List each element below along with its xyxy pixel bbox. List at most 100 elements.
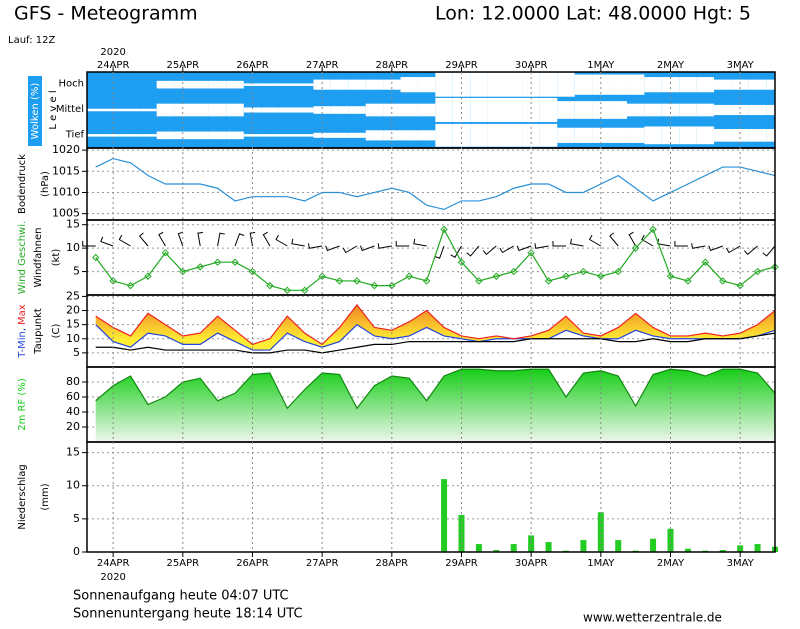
sunrise: Sonnenaufgang heute 04:07 UTC <box>73 589 289 604</box>
panel-frame <box>86 294 776 368</box>
wind-marker <box>440 225 448 234</box>
series-line <box>95 227 776 291</box>
wind-barb <box>325 245 340 252</box>
x-tick-label: 28APR <box>376 558 409 569</box>
cloud-cell <box>470 97 488 123</box>
cloud-cell <box>383 130 401 141</box>
wind-marker <box>719 277 727 285</box>
cloud-cell <box>296 83 314 86</box>
wind-marker <box>753 267 762 276</box>
x-tick-label: 24APR <box>97 558 130 569</box>
temp-range-fill <box>95 304 775 351</box>
y-tick-label: 1010 <box>52 185 80 198</box>
cloud-cell <box>174 131 192 140</box>
cloud-cell <box>208 131 227 140</box>
wind-marker <box>510 267 518 276</box>
cloud-cell <box>609 127 627 143</box>
cloud-cell <box>156 80 175 89</box>
cloud-cell <box>226 131 244 140</box>
wind-marker <box>631 244 640 252</box>
y-tick-label: 15 <box>66 446 80 459</box>
cloud-cell <box>452 97 471 123</box>
panel-label: Wolken (%) <box>30 83 41 140</box>
cloud-cell <box>348 79 366 90</box>
cloud-cell <box>452 123 471 147</box>
wind-barb <box>762 245 776 257</box>
cloud-cell <box>557 72 575 97</box>
x-tick-label: 1MAY <box>587 60 615 71</box>
wind-marker <box>266 281 274 290</box>
sunset: Sonnenuntergang heute 18:14 UTC <box>73 607 303 622</box>
panel-frame <box>86 441 776 553</box>
x-tick-label: 3MAY <box>727 558 755 569</box>
x-tick-label: 2MAY <box>657 558 685 569</box>
x-tick-label: 29APR <box>445 558 478 569</box>
series-label: Taupunkt <box>33 308 44 355</box>
series-label: Wind Geschwi. <box>17 221 28 294</box>
wind-marker <box>318 272 326 280</box>
x-tick-label: 27APR <box>306 60 339 71</box>
cloud-cell <box>121 134 140 137</box>
cloud-cell <box>174 80 192 89</box>
run: Lauf: 12Z <box>8 35 55 46</box>
y-tick-label: 1020 <box>52 143 80 156</box>
wind-barb <box>275 234 288 247</box>
series-line <box>95 303 776 346</box>
series-name: Max <box>17 304 28 325</box>
cloud-cell <box>487 72 506 97</box>
wind-barb <box>466 245 480 257</box>
wind-marker <box>144 272 152 280</box>
cloud-cell <box>731 104 749 116</box>
wind-marker <box>353 277 361 285</box>
y-tick-label: 1015 <box>52 164 80 177</box>
source: www.wetterzentrale.de <box>583 611 722 625</box>
cloud-cell <box>383 79 401 90</box>
cloud-cell <box>539 72 558 97</box>
wind-barb <box>482 245 497 256</box>
cloud-cell <box>696 126 715 145</box>
cloud-cell <box>365 79 384 90</box>
cloud-cell <box>261 83 279 86</box>
cloud-cell <box>470 72 488 97</box>
y-tick-label: 1005 <box>52 207 80 220</box>
wind-barb <box>291 238 305 247</box>
wind-marker <box>335 277 344 285</box>
wind-barb <box>249 231 256 247</box>
cloud-cell <box>574 74 593 95</box>
series-label: T-Min, Max <box>17 304 28 358</box>
cloud-cell <box>592 74 610 95</box>
cloud-cell <box>417 77 436 93</box>
y-tick-label: 40 <box>66 405 80 418</box>
wind-barb <box>725 245 741 254</box>
y-tick-label: 15 <box>66 318 80 331</box>
wind-barb <box>342 245 358 254</box>
precip-bar <box>684 548 691 552</box>
y-tick-label: 60 <box>66 390 80 403</box>
cloud-cell <box>661 77 680 93</box>
wind-marker <box>527 249 535 257</box>
wind-marker <box>405 272 413 280</box>
cloud-cell <box>644 126 662 145</box>
wind-marker <box>196 263 204 271</box>
cloud-cell <box>313 132 331 138</box>
wind-marker <box>684 277 692 285</box>
x-tick-label: 24APR <box>97 60 130 71</box>
cloud-cell <box>243 107 262 113</box>
level-label: Mittel <box>56 104 84 115</box>
x-tick-label: 26APR <box>236 558 269 569</box>
wind-marker <box>579 267 588 276</box>
wind-marker <box>649 225 657 234</box>
cloud-cell <box>626 103 645 117</box>
cloud-cell <box>644 77 662 93</box>
wind-barb <box>450 245 462 258</box>
cloud-cell <box>748 129 767 142</box>
cloud-cell <box>278 83 297 86</box>
cloud-cell <box>661 126 680 145</box>
panel-sublabel: L e v e l <box>48 90 59 129</box>
wind-barb <box>708 245 723 252</box>
precip-bar <box>475 544 482 552</box>
cloud-cell <box>104 134 122 137</box>
x-tick-label: 1MAY <box>587 558 615 569</box>
y-tick-label: 10 <box>66 241 80 254</box>
